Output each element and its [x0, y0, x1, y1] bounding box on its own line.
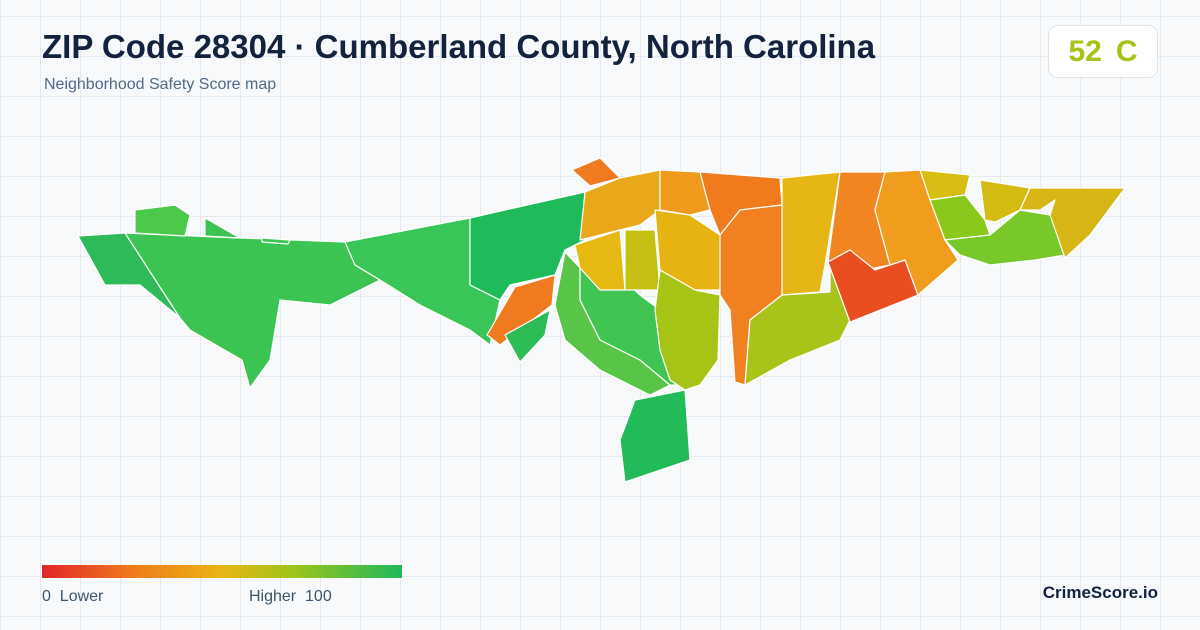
region — [929, 194, 991, 241]
region — [579, 169, 661, 241]
legend-max: Higher 100 — [249, 588, 332, 606]
region — [124, 232, 381, 389]
legend-gradient — [42, 565, 402, 578]
region — [654, 269, 721, 391]
score-badge: 52 C — [1048, 25, 1158, 78]
score-grade: C — [1115, 34, 1138, 68]
brand: CrimeScore.io — [1042, 583, 1158, 602]
legend-min: 0 Lower — [42, 588, 103, 606]
region — [1019, 187, 1126, 259]
region — [781, 171, 841, 296]
legend-min-label: Lower — [59, 588, 104, 605]
legend-max-value: 100 — [305, 588, 332, 605]
region — [624, 229, 661, 291]
region — [261, 237, 291, 245]
region — [744, 264, 851, 386]
region — [574, 229, 626, 291]
region — [504, 309, 551, 363]
legend-max-label: Higher — [249, 588, 297, 605]
legend-min-value: 0 — [42, 588, 51, 605]
region — [77, 232, 181, 319]
region — [979, 179, 1031, 223]
subtitle: Neighborhood Safety Score map — [44, 76, 277, 93]
region — [204, 217, 241, 239]
region — [659, 169, 711, 216]
region — [134, 204, 191, 237]
title: ZIP Code 28304 · Cumberland County, Nort… — [42, 28, 876, 65]
score-value: 52 — [1068, 34, 1102, 68]
region — [619, 389, 691, 483]
